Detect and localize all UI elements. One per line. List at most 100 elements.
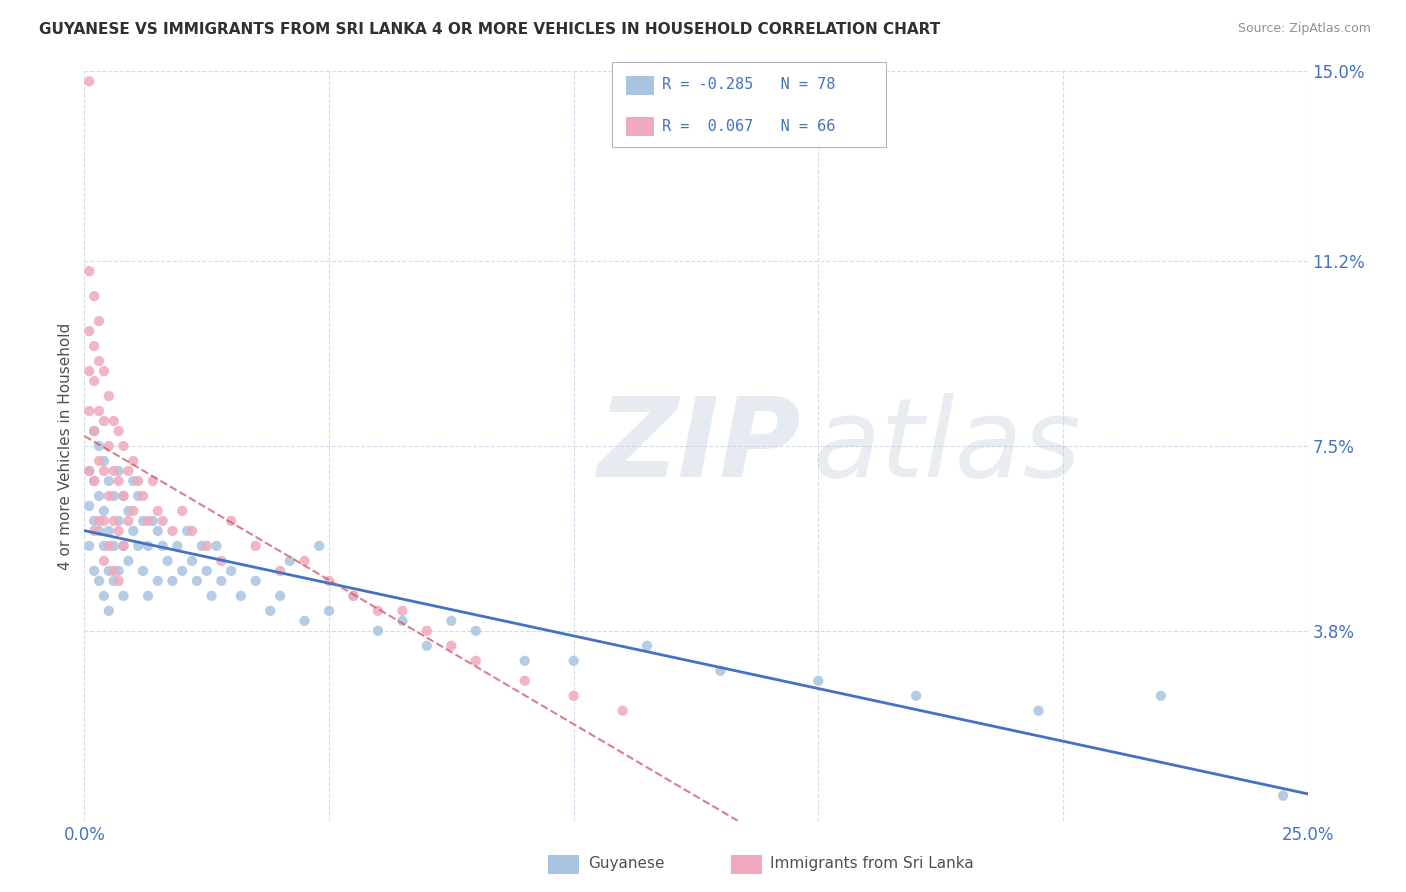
Point	[156, 554, 179, 568]
Point	[97, 564, 120, 578]
Point	[107, 514, 129, 528]
Point	[294, 614, 316, 628]
Point	[905, 689, 928, 703]
Point	[391, 614, 413, 628]
Point	[122, 524, 145, 538]
Point	[83, 474, 105, 488]
Point	[342, 589, 364, 603]
Point	[117, 554, 139, 568]
Text: R =  0.067   N = 66: R = 0.067 N = 66	[662, 120, 835, 134]
Point	[107, 464, 129, 478]
Point	[117, 514, 139, 528]
Point	[97, 489, 120, 503]
Point	[191, 539, 214, 553]
Point	[152, 539, 174, 553]
Point	[807, 673, 830, 688]
Point	[195, 564, 218, 578]
Point	[391, 604, 413, 618]
Point	[83, 474, 105, 488]
Point	[200, 589, 222, 603]
Point	[93, 464, 115, 478]
Point	[636, 639, 658, 653]
Point	[122, 474, 145, 488]
Point	[136, 539, 159, 553]
Point	[97, 524, 120, 538]
Point	[229, 589, 252, 603]
Point	[83, 289, 105, 303]
Point	[342, 589, 364, 603]
Point	[97, 539, 120, 553]
Point	[103, 414, 125, 428]
Point	[93, 504, 115, 518]
Point	[107, 524, 129, 538]
Point	[83, 424, 105, 438]
Point	[77, 324, 100, 338]
Point	[181, 524, 204, 538]
Point	[87, 354, 110, 368]
Point	[117, 464, 139, 478]
Point	[77, 74, 100, 88]
Point	[87, 489, 110, 503]
Point	[77, 464, 100, 478]
Point	[77, 364, 100, 378]
Point	[87, 439, 110, 453]
Point	[112, 439, 135, 453]
Point	[103, 574, 125, 588]
Point	[318, 604, 340, 618]
Point	[93, 454, 115, 468]
Point	[77, 464, 100, 478]
Text: GUYANESE VS IMMIGRANTS FROM SRI LANKA 4 OR MORE VEHICLES IN HOUSEHOLD CORRELATIO: GUYANESE VS IMMIGRANTS FROM SRI LANKA 4 …	[39, 22, 941, 37]
Point	[195, 539, 218, 553]
Point	[87, 514, 110, 528]
Point	[87, 314, 110, 328]
Point	[103, 514, 125, 528]
Point	[464, 624, 486, 638]
Point	[416, 639, 439, 653]
Point	[709, 664, 731, 678]
Point	[77, 499, 100, 513]
Point	[132, 564, 155, 578]
Point	[93, 589, 115, 603]
Point	[308, 539, 330, 553]
Point	[219, 564, 242, 578]
Point	[97, 474, 120, 488]
Point	[107, 564, 129, 578]
Point	[83, 524, 105, 538]
Point	[269, 589, 291, 603]
Point	[127, 489, 149, 503]
Text: atlas: atlas	[813, 392, 1081, 500]
Point	[259, 604, 281, 618]
Point	[112, 539, 135, 553]
Point	[122, 504, 145, 518]
Text: R = -0.285   N = 78: R = -0.285 N = 78	[662, 78, 835, 92]
Point	[269, 564, 291, 578]
Point	[112, 589, 135, 603]
Point	[117, 504, 139, 518]
Point	[562, 654, 585, 668]
Point	[87, 454, 110, 468]
Point	[219, 514, 242, 528]
Point	[142, 514, 165, 528]
Point	[294, 554, 316, 568]
Y-axis label: 4 or more Vehicles in Household: 4 or more Vehicles in Household	[58, 322, 73, 570]
Point	[562, 689, 585, 703]
Point	[245, 539, 267, 553]
Point	[77, 264, 100, 278]
Point	[93, 554, 115, 568]
Point	[127, 539, 149, 553]
Point	[112, 489, 135, 503]
Point	[97, 389, 120, 403]
Point	[112, 489, 135, 503]
Text: Guyanese: Guyanese	[588, 856, 664, 871]
Point	[209, 554, 232, 568]
Point	[83, 339, 105, 353]
Point	[1150, 689, 1173, 703]
Point	[440, 614, 463, 628]
Point	[1028, 704, 1050, 718]
Point	[146, 574, 169, 588]
Point	[93, 539, 115, 553]
Point	[77, 539, 100, 553]
Point	[278, 554, 301, 568]
Point	[132, 514, 155, 528]
Point	[440, 639, 463, 653]
